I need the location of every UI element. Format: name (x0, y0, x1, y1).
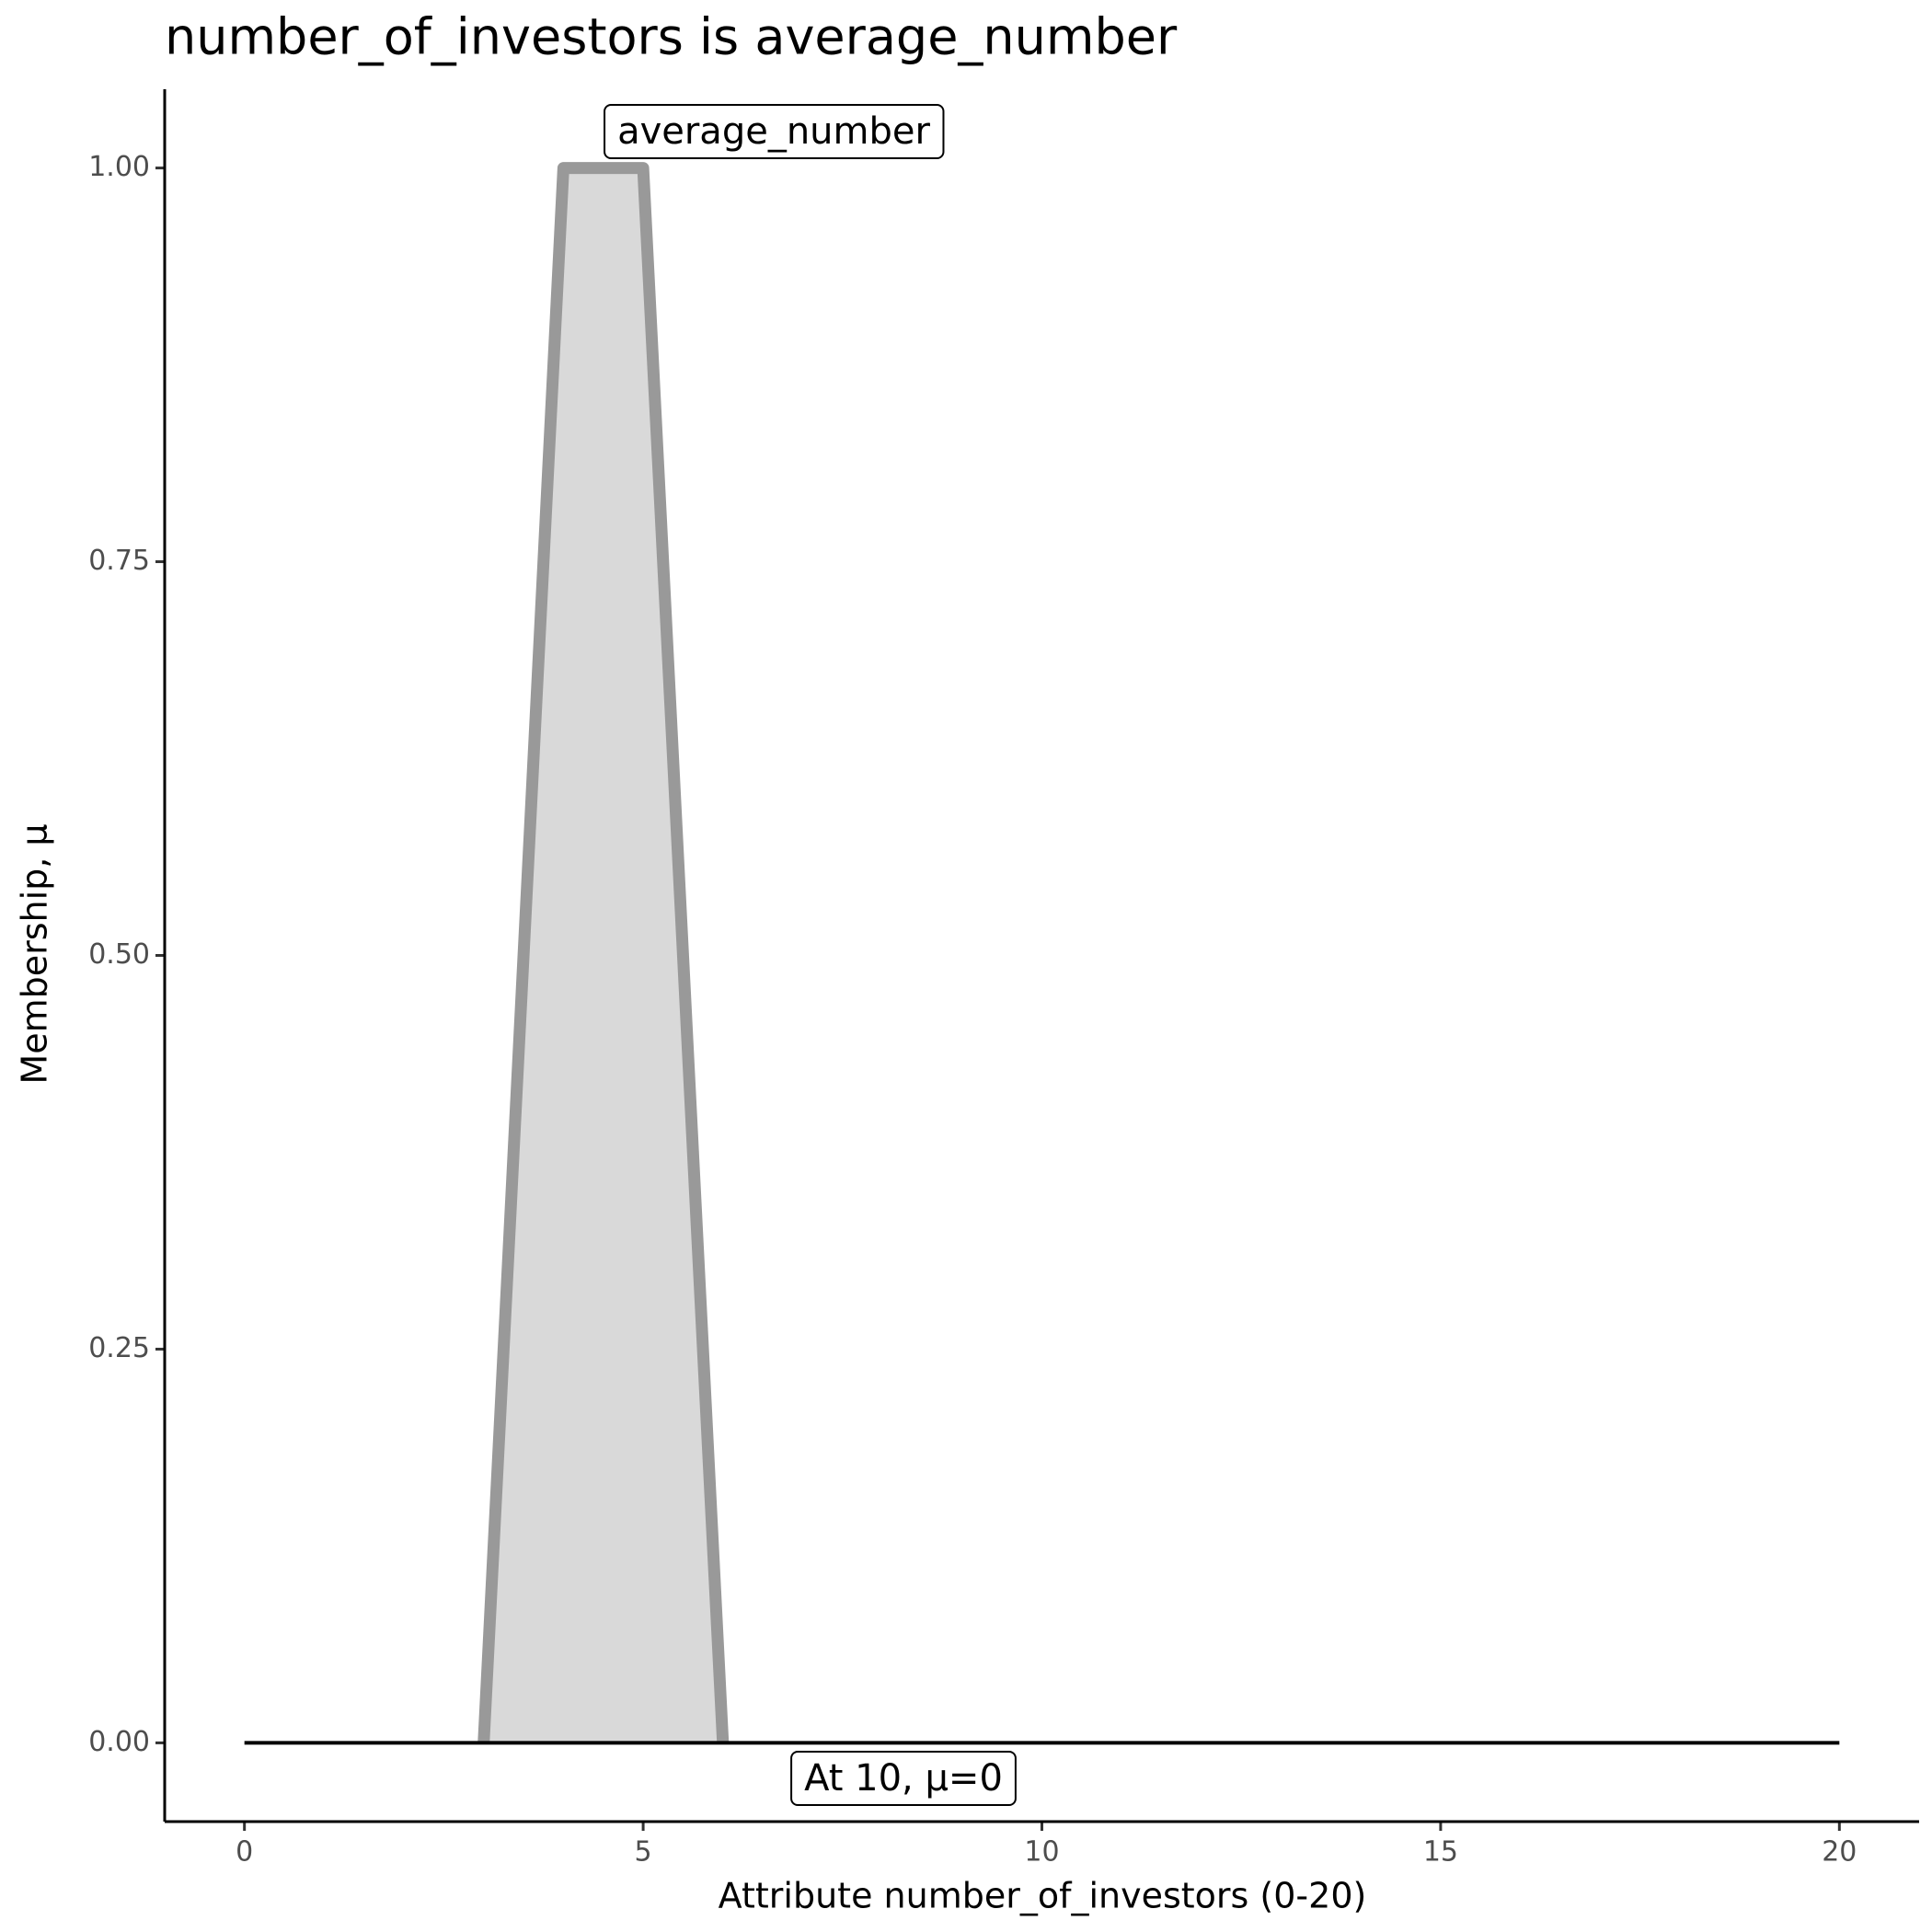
series-label: average_number (617, 110, 930, 153)
y-tick-label: 0.50 (88, 938, 150, 971)
y-tick-label: 0.25 (88, 1332, 150, 1364)
chart-title: number_of_investors is average_number (165, 8, 1178, 66)
x-tick-label: 10 (1024, 1836, 1059, 1869)
annotation-box (790, 1751, 1017, 1806)
y-tick-label: 1.00 (88, 151, 150, 183)
x-tick-label: 20 (1822, 1836, 1857, 1869)
series-label-box (604, 104, 945, 159)
x-tick-label: 0 (236, 1836, 253, 1869)
y-tick-label: 0.00 (88, 1726, 150, 1758)
x-axis-title: Attribute number_of_investors (0-20) (719, 1876, 1367, 1916)
x-tick-label: 5 (635, 1836, 652, 1869)
y-tick-label: 0.75 (88, 545, 150, 577)
annotation: At 10, μ=0 (804, 1757, 1003, 1800)
y-axis-title: Membership, μ (15, 823, 55, 1084)
x-tick-label: 15 (1423, 1836, 1458, 1869)
membership-area (477, 162, 730, 1743)
